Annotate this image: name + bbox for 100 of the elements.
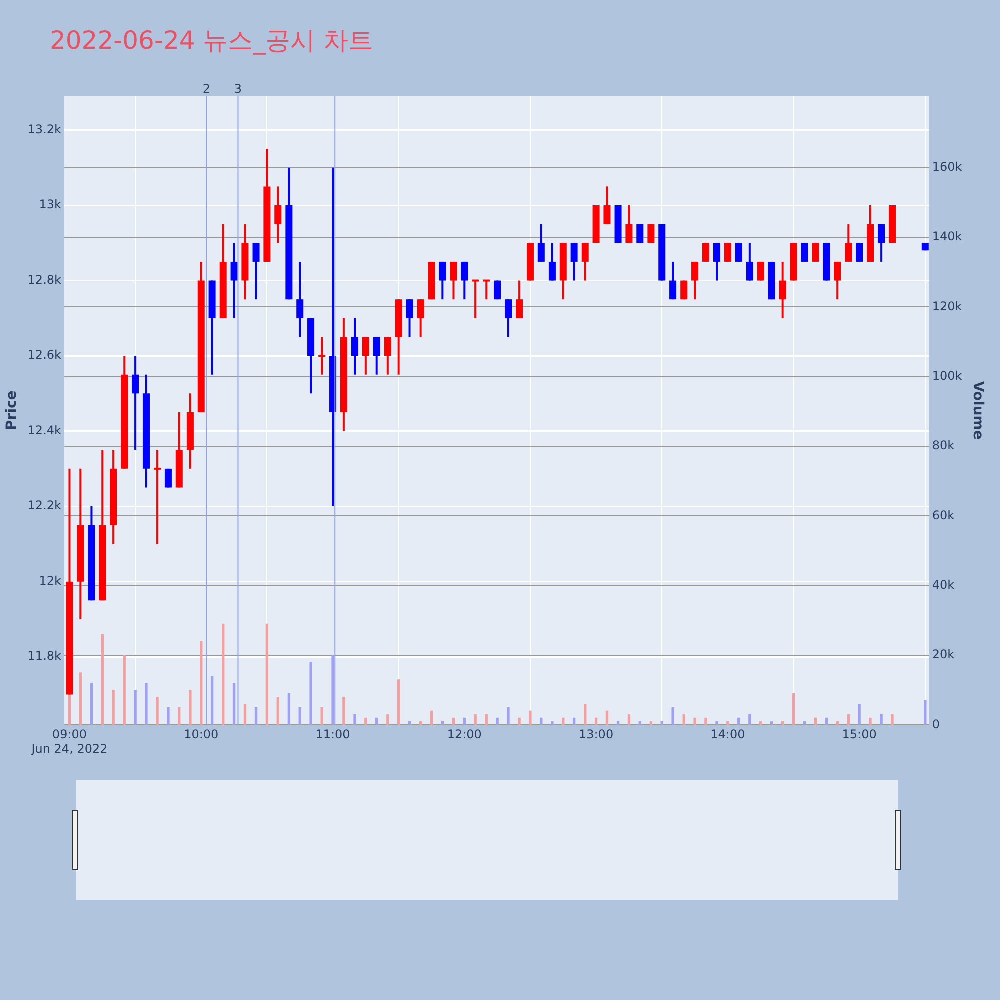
bar — [398, 680, 400, 726]
bar — [650, 721, 653, 726]
bar — [463, 718, 466, 726]
bar — [189, 690, 192, 726]
candlestick — [735, 242, 742, 263]
candlestick — [230, 242, 238, 320]
bar — [419, 721, 422, 726]
bar — [496, 718, 499, 726]
y-axis-title: Price — [4, 390, 20, 430]
candlestick — [582, 242, 589, 282]
y2-tick-label: 140k — [932, 230, 962, 244]
candlestick — [516, 280, 524, 320]
bar — [354, 714, 356, 726]
bar — [452, 718, 456, 726]
bar — [123, 655, 126, 726]
bar — [540, 718, 543, 726]
bar — [156, 697, 159, 726]
candlestick — [274, 186, 282, 244]
y2-tick-label: 0 — [932, 717, 940, 732]
candlestick — [384, 336, 392, 376]
y2-axis-title: Volume — [970, 381, 986, 440]
bar — [891, 714, 894, 726]
candlestick — [670, 260, 677, 301]
bar — [716, 721, 718, 726]
bar — [551, 721, 554, 726]
x-tick-label: 09:00 Jun 24, 2022 — [30, 728, 108, 756]
y2-tick-label: 60k — [932, 508, 955, 522]
bar — [748, 714, 752, 726]
bar — [594, 718, 598, 726]
bar — [507, 707, 510, 726]
candlestick — [538, 223, 545, 263]
candlestick — [483, 280, 490, 301]
y-tick-label: 12.2k — [28, 498, 62, 513]
candlestick — [570, 242, 578, 282]
candlestick — [692, 260, 699, 301]
bar — [782, 721, 784, 726]
bar — [760, 721, 762, 726]
candlestick — [439, 260, 446, 301]
bar — [276, 697, 280, 726]
bar — [518, 718, 521, 726]
candlestick — [626, 204, 633, 244]
bar — [244, 704, 247, 726]
candlestick — [352, 317, 358, 376]
candlestick — [834, 260, 842, 301]
bar — [408, 721, 412, 726]
bar — [376, 718, 378, 726]
candlestick — [757, 260, 764, 282]
y-tick-label: 12k — [39, 574, 62, 588]
y2-tick-label: 80k — [932, 438, 955, 453]
bar — [694, 718, 696, 726]
candlestick — [472, 280, 480, 320]
bar — [704, 718, 708, 726]
candlestick — [604, 186, 611, 226]
bar — [869, 718, 872, 726]
text: 3 — [234, 82, 242, 96]
bar — [210, 676, 214, 726]
bar — [167, 707, 170, 726]
bar — [101, 634, 104, 726]
bar — [814, 718, 818, 726]
y2-tick-label: 40k — [932, 578, 955, 592]
chart-title: 2022-06-24 뉴스_공시 차트 — [50, 25, 374, 57]
candlestick — [724, 242, 732, 263]
bar — [672, 707, 674, 726]
candlestick — [252, 242, 260, 301]
candlestick — [812, 242, 820, 263]
candlestick — [296, 260, 304, 338]
candlestick — [779, 260, 786, 320]
text: 2 — [202, 82, 210, 96]
candlestick — [856, 242, 864, 263]
bar — [825, 718, 828, 726]
x-tick-label: 11:00 — [316, 728, 350, 742]
candlestick — [318, 336, 326, 376]
bar — [112, 690, 115, 726]
bar — [485, 714, 488, 726]
y-tick-label: 11.8k — [28, 649, 62, 664]
bar — [660, 721, 664, 726]
bar — [474, 714, 477, 726]
candlestick — [714, 242, 721, 282]
bar — [616, 721, 620, 726]
bar — [200, 641, 203, 726]
bar — [562, 718, 565, 726]
bar — [430, 710, 434, 726]
bar — [792, 694, 796, 726]
bar — [178, 707, 181, 726]
candlestick — [746, 242, 754, 282]
bar — [847, 714, 850, 726]
candlestick — [450, 260, 458, 301]
candlestick — [801, 242, 808, 263]
candlestick — [406, 298, 414, 338]
bar — [90, 683, 94, 726]
bar — [320, 707, 324, 726]
bar — [222, 624, 225, 726]
bar — [584, 704, 587, 726]
bar — [134, 690, 137, 726]
bar — [529, 710, 532, 726]
y2-tick-label: 160k — [932, 160, 962, 174]
bar — [254, 707, 258, 726]
y-tick-label: 13.2k — [28, 122, 62, 136]
x-tick-label: 12:00 — [447, 728, 482, 742]
candlestick — [461, 260, 468, 301]
